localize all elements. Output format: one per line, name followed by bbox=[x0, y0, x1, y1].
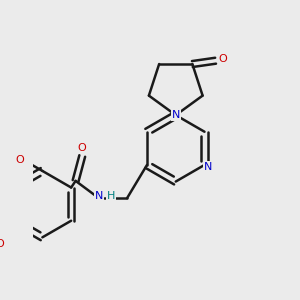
Text: N: N bbox=[204, 162, 213, 172]
Text: O: O bbox=[15, 155, 24, 165]
Text: H: H bbox=[107, 191, 115, 202]
Text: N: N bbox=[172, 110, 180, 120]
Text: O: O bbox=[0, 239, 4, 249]
Text: N: N bbox=[95, 191, 103, 202]
Text: O: O bbox=[78, 143, 87, 153]
Text: O: O bbox=[218, 54, 227, 64]
